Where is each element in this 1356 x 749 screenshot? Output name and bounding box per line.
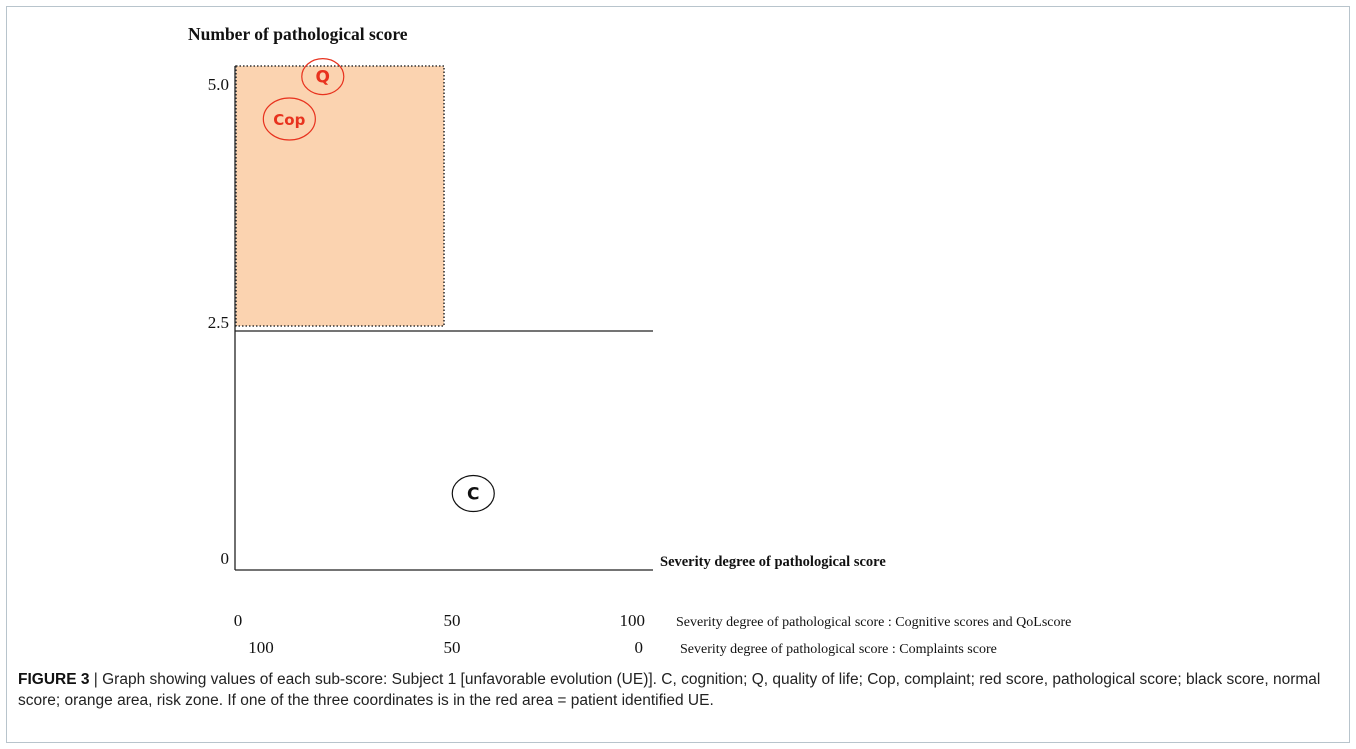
y-axis-label: Number of pathological score: [188, 24, 408, 44]
figure-frame: [6, 6, 1350, 743]
x-tick-label: 0: [635, 638, 644, 657]
data-point-c: C: [451, 474, 495, 513]
x-tick-label: 50: [444, 611, 461, 630]
caption-label: FIGURE 3: [18, 671, 90, 688]
y-tick-label: 0: [221, 549, 230, 568]
data-point-label: Cop: [273, 111, 305, 129]
x-tick-label: 100: [248, 638, 274, 657]
data-point-circle: [301, 57, 345, 96]
y-tick-label: 5.0: [208, 75, 229, 94]
y-tick-label: 2.5: [208, 313, 229, 332]
points-layer: Q Cop C: [262, 57, 495, 513]
x-row-label: Severity degree of pathological score : …: [676, 615, 1071, 630]
data-point-q: Q: [301, 57, 345, 96]
data-point-cop: Cop: [262, 97, 316, 141]
x-row-label: Severity degree of pathological score : …: [680, 642, 997, 657]
x-tick-label: 50: [444, 638, 461, 657]
data-point-label: Q: [316, 68, 330, 88]
x-tick-label: 100: [620, 611, 646, 630]
x-tick-label: 0: [234, 611, 243, 630]
figure-caption: FIGURE 3 | Graph showing values of each …: [18, 669, 1343, 711]
x-tick-row-complaints: 100 50 0 Severity degree of pathological…: [248, 638, 997, 657]
x-axis-label: Severity degree of pathological score: [660, 554, 886, 570]
risk-zone: [235, 65, 445, 327]
data-point-circle: [451, 474, 495, 513]
data-point-circle: [262, 97, 316, 141]
data-point-label: C: [467, 485, 479, 505]
x-tick-row-cognitive: 0 50 100 Severity degree of pathological…: [234, 611, 1072, 630]
caption-text: | Graph showing values of each sub-score…: [18, 671, 1321, 709]
